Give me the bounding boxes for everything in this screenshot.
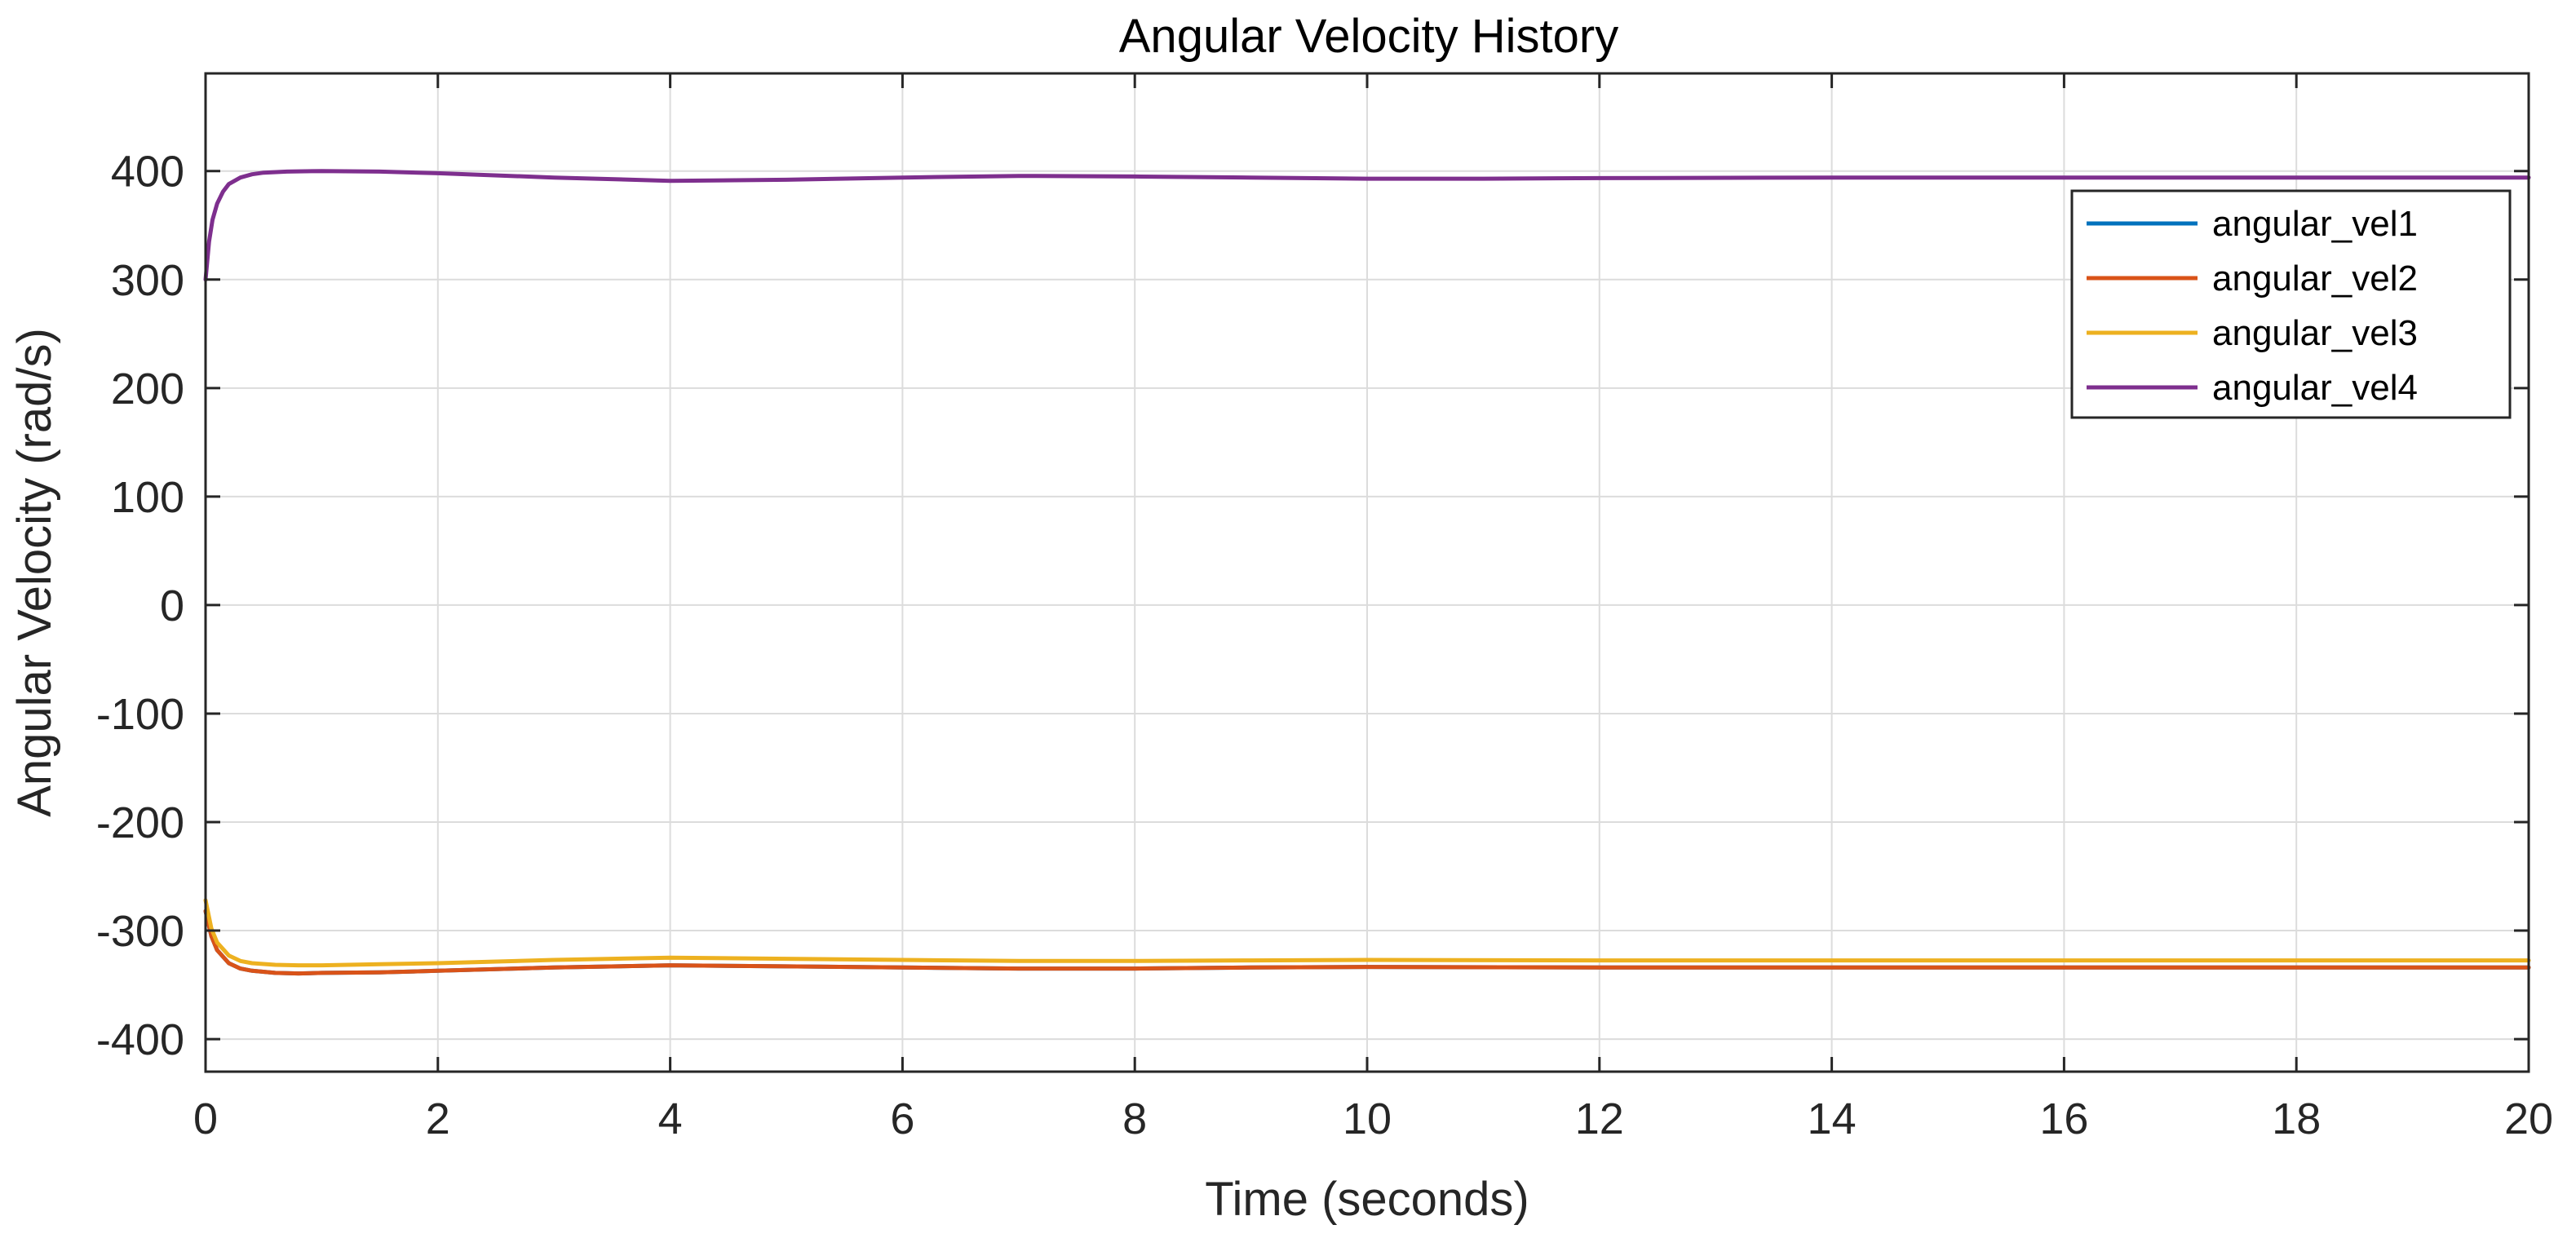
legend-box <box>2070 189 2512 419</box>
x-tick-label: 10 <box>1343 1094 1392 1143</box>
series-line-angular-vel3 <box>203 898 2531 968</box>
y-tick-label: -300 <box>96 907 184 956</box>
y-tick-label: -400 <box>96 1015 184 1064</box>
x-tick-label: 12 <box>1575 1094 1624 1143</box>
x-tick-label: 14 <box>1808 1094 1857 1143</box>
legend-label: angular_vel1 <box>2212 204 2418 244</box>
legend-label: angular_vel3 <box>2212 313 2418 353</box>
legend-label: angular_vel4 <box>2212 368 2418 408</box>
series-line-angular-vel2 <box>203 909 2531 976</box>
y-tick-label: -100 <box>96 690 184 739</box>
y-tick-label: 200 <box>111 365 184 413</box>
legend-entries: angular_vel1 angular_vel2 angular_vel3angu… <box>2087 204 2418 408</box>
x-tick-label: 0 <box>193 1094 218 1143</box>
y-axis-label: Angular Velocity (rad/s) <box>8 328 61 817</box>
x-axis-label: Time (seconds) <box>1205 1173 1529 1226</box>
x-tick-label: 16 <box>2039 1094 2088 1143</box>
x-tick-label: 4 <box>658 1094 683 1143</box>
y-tick-label: 100 <box>111 473 184 522</box>
x-tick-label: 18 <box>2272 1094 2321 1143</box>
y-tick-label: 300 <box>111 256 184 305</box>
x-tick-label: 8 <box>1122 1094 1147 1143</box>
y-tick-label: 400 <box>111 148 184 197</box>
y-tick-label: 0 <box>160 581 184 630</box>
y-tick-label: -200 <box>96 798 184 847</box>
grid <box>205 73 2530 1072</box>
series-lines <box>203 169 2531 976</box>
legend: angular_vel1 angular_vel2 angular_vel3angu… <box>2070 189 2512 419</box>
chart-title: Angular Velocity History <box>1119 10 1618 63</box>
x-tick-label: 6 <box>890 1094 914 1143</box>
ticks: 0 2 4 6 8 10 12 14 16 18 20 -400 -300 -200 -100 0 100 200… <box>96 73 2553 1143</box>
series-line-angular-vel4 <box>203 169 2531 282</box>
legend-label: angular_vel2 <box>2212 259 2418 298</box>
x-tick-label: 2 <box>426 1094 450 1143</box>
x-tick-label: 20 <box>2504 1094 2553 1143</box>
